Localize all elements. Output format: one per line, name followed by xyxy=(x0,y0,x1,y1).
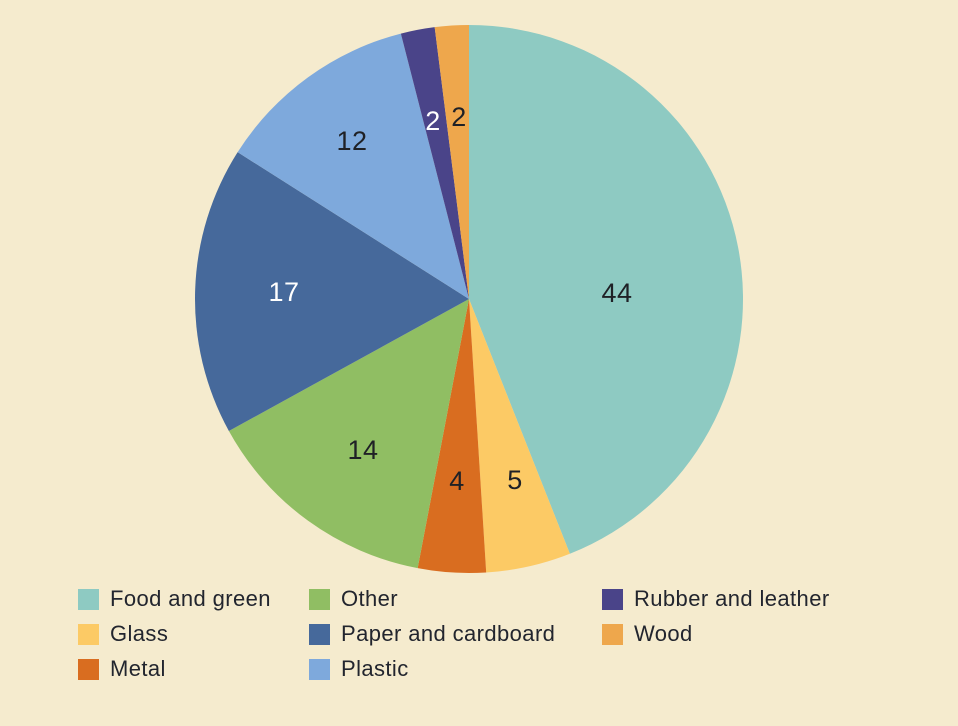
legend-item-plastic: Plastic xyxy=(309,658,555,680)
slice-value-label-other: 14 xyxy=(347,435,378,465)
legend-label-rubber-and-leather: Rubber and leather xyxy=(634,586,830,611)
legend-item-rubber-and-leather: Rubber and leather xyxy=(602,588,830,610)
legend-column-3: Rubber and leather Wood xyxy=(602,588,830,658)
slice-value-label-plastic: 12 xyxy=(336,126,367,156)
slice-value-label-paper-and-cardboard: 17 xyxy=(268,277,299,307)
legend-column-1: Food and green Glass Metal xyxy=(78,588,271,693)
legend-label-glass: Glass xyxy=(110,621,169,646)
slice-value-label-rubber-and-leather: 2 xyxy=(425,106,441,136)
legend-label-metal: Metal xyxy=(110,656,166,681)
legend: Food and green Glass Metal Other Paper and … xyxy=(0,588,958,698)
legend-label-food-and-green: Food and green xyxy=(110,586,271,611)
legend-column-2: Other Paper and cardboard Plastic xyxy=(309,588,555,693)
pie-slice-glass xyxy=(469,299,570,573)
legend-item-metal: Metal xyxy=(78,658,271,680)
legend-swatch-metal xyxy=(78,658,99,680)
legend-item-paper-and-cardboard: Paper and cardboard xyxy=(309,623,555,645)
pie-slice-plastic xyxy=(237,33,469,300)
pie-slice-wood xyxy=(434,25,469,299)
legend-label-plastic: Plastic xyxy=(341,656,409,681)
pie-slice-metal xyxy=(417,299,487,574)
legend-swatch-other xyxy=(309,588,330,610)
legend-swatch-wood xyxy=(602,623,623,645)
pie-slice-other xyxy=(228,299,469,569)
legend-swatch-glass xyxy=(78,623,99,645)
legend-swatch-rubber-and-leather xyxy=(602,588,623,610)
pie-slice-paper-and-cardboard xyxy=(194,152,469,431)
legend-item-other: Other xyxy=(309,588,555,610)
legend-label-paper-and-cardboard: Paper and cardboard xyxy=(341,621,556,646)
slice-value-label-metal: 4 xyxy=(449,466,465,496)
legend-label-other: Other xyxy=(341,586,399,611)
legend-item-glass: Glass xyxy=(78,623,271,645)
slice-value-label-food-and-green: 44 xyxy=(601,278,632,308)
legend-item-food-and-green: Food and green xyxy=(78,588,271,610)
legend-swatch-paper-and-cardboard xyxy=(309,623,330,645)
slice-value-label-wood: 2 xyxy=(451,102,467,132)
pie-slice-food-and-green xyxy=(469,25,744,554)
legend-swatch-plastic xyxy=(309,658,330,680)
legend-swatch-food-and-green xyxy=(78,588,99,610)
pie-slice-rubber-and-leather xyxy=(400,27,469,299)
slice-value-label-glass: 5 xyxy=(507,465,523,495)
legend-item-wood: Wood xyxy=(602,623,830,645)
legend-label-wood: Wood xyxy=(634,621,693,646)
